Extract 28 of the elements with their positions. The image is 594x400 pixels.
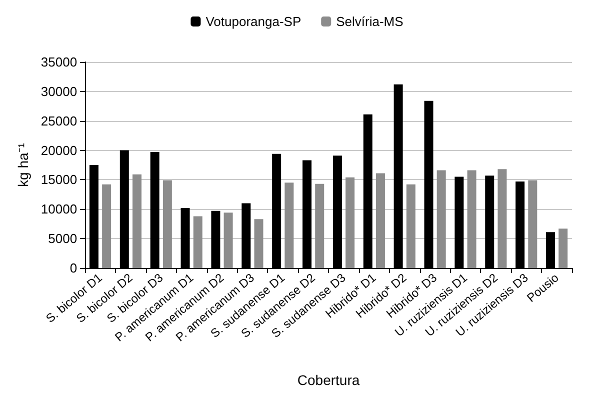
bar [132,174,142,268]
bar [346,177,355,268]
bar [528,180,538,268]
y-tick-label: 35000 [40,54,78,70]
y-axis-title: kg ha⁻¹ [15,142,31,187]
y-tick-label: 20000 [40,142,78,158]
bar [406,184,416,268]
legend-label: Votuporanga-SP [206,14,302,29]
bar [193,216,202,268]
y-tick-label: 0 [70,260,78,276]
bar [467,170,476,268]
bar [284,182,294,268]
x-axis-title: Cobertura [297,372,360,388]
bar [558,228,568,268]
y-tick-label: 5000 [48,231,78,246]
legend-label: Selvíria-MS [336,14,404,29]
bar [224,212,233,268]
bar [254,219,264,268]
bar [162,180,172,268]
y-tick-label: 15000 [40,172,78,188]
y-tick-label: 30000 [40,84,78,99]
y-tick-label: 10000 [40,202,78,217]
bar [498,169,507,268]
bar [315,184,324,268]
bar [102,184,112,268]
y-tick-label: 25000 [40,113,78,128]
bar [436,170,446,268]
bar [376,173,385,268]
